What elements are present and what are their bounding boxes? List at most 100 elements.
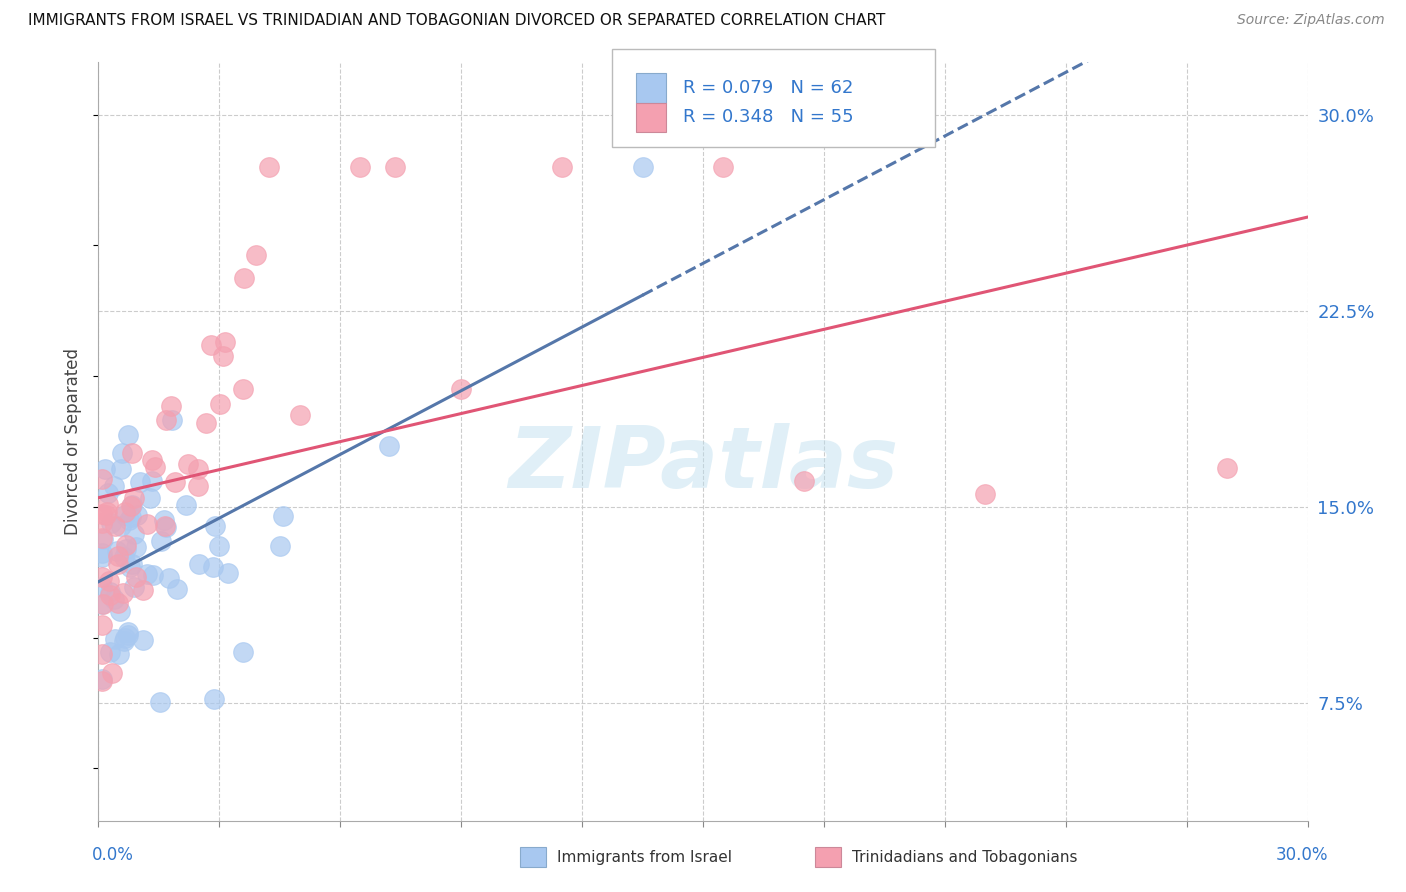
- Point: [94, 462, 117, 476]
- Point: [377, 439, 399, 453]
- Point: [288, 409, 311, 423]
- Point: [122, 580, 145, 594]
- Point: [98, 645, 121, 659]
- Point: [97, 497, 120, 511]
- Point: [107, 549, 129, 563]
- Point: [187, 479, 209, 493]
- Point: [114, 631, 136, 645]
- Point: [132, 583, 155, 598]
- Point: [124, 570, 146, 584]
- Point: [139, 491, 162, 505]
- Point: [214, 335, 236, 350]
- Point: [91, 618, 114, 632]
- Point: [91, 673, 114, 688]
- Point: [91, 531, 114, 545]
- Point: [143, 460, 166, 475]
- Point: [91, 532, 114, 546]
- Point: [118, 513, 141, 527]
- Point: [91, 507, 114, 521]
- Point: [257, 160, 280, 174]
- Point: [165, 475, 187, 489]
- Point: [96, 506, 118, 520]
- Point: [107, 596, 129, 610]
- Point: [115, 542, 138, 557]
- Point: [149, 696, 172, 710]
- Point: [91, 570, 114, 584]
- Point: [271, 509, 294, 524]
- Point: [105, 544, 128, 558]
- Point: [132, 632, 155, 647]
- Point: [91, 516, 114, 530]
- Point: [349, 160, 371, 174]
- Point: [135, 517, 157, 532]
- Text: Source: ZipAtlas.com: Source: ZipAtlas.com: [1237, 13, 1385, 28]
- Point: [110, 518, 132, 533]
- Text: ZIPatlas: ZIPatlas: [508, 423, 898, 506]
- Point: [269, 539, 291, 553]
- Point: [110, 462, 132, 476]
- Point: [121, 445, 143, 459]
- Point: [91, 580, 114, 594]
- Point: [103, 591, 125, 606]
- Point: [100, 665, 122, 680]
- Point: [110, 446, 132, 460]
- Text: 30.0%: 30.0%: [1277, 846, 1329, 863]
- Point: [142, 567, 165, 582]
- Point: [117, 624, 139, 639]
- Point: [112, 550, 135, 565]
- Point: [166, 582, 188, 596]
- Point: [551, 160, 574, 174]
- Point: [1216, 460, 1239, 475]
- Point: [384, 160, 406, 174]
- Point: [204, 691, 226, 706]
- Point: [100, 516, 122, 530]
- Point: [204, 518, 226, 533]
- Point: [112, 633, 135, 648]
- Point: [91, 472, 114, 486]
- Point: [91, 549, 114, 564]
- Point: [121, 498, 143, 512]
- Point: [141, 453, 163, 467]
- Point: [121, 558, 143, 572]
- Point: [125, 508, 148, 522]
- Text: Immigrants from Israel: Immigrants from Israel: [557, 850, 731, 864]
- Point: [91, 597, 114, 611]
- Point: [117, 427, 139, 442]
- Point: [212, 349, 235, 363]
- Point: [110, 604, 132, 618]
- Point: [97, 485, 120, 500]
- Point: [96, 508, 118, 523]
- Point: [711, 160, 734, 174]
- Point: [217, 566, 239, 580]
- Point: [187, 462, 209, 476]
- Point: [188, 557, 211, 571]
- Point: [114, 508, 136, 523]
- Point: [159, 399, 181, 413]
- Point: [114, 538, 136, 552]
- Point: [91, 673, 114, 687]
- Point: [149, 534, 172, 549]
- Point: [793, 474, 815, 488]
- Point: [141, 475, 163, 489]
- Point: [122, 526, 145, 541]
- Point: [128, 475, 150, 489]
- Point: [111, 586, 134, 600]
- Text: R = 0.348   N = 55: R = 0.348 N = 55: [683, 108, 853, 127]
- Point: [107, 557, 129, 571]
- Point: [176, 498, 198, 512]
- Point: [208, 539, 231, 553]
- Point: [118, 559, 141, 574]
- Point: [153, 518, 176, 533]
- Point: [194, 417, 217, 431]
- Point: [91, 647, 114, 661]
- Point: [91, 598, 114, 612]
- Point: [91, 545, 114, 559]
- Point: [450, 382, 472, 396]
- Point: [245, 248, 267, 262]
- Y-axis label: Divorced or Separated: Divorced or Separated: [65, 348, 83, 535]
- Point: [98, 574, 121, 588]
- Point: [157, 571, 180, 585]
- Point: [122, 491, 145, 505]
- Point: [103, 478, 125, 492]
- Point: [208, 396, 231, 410]
